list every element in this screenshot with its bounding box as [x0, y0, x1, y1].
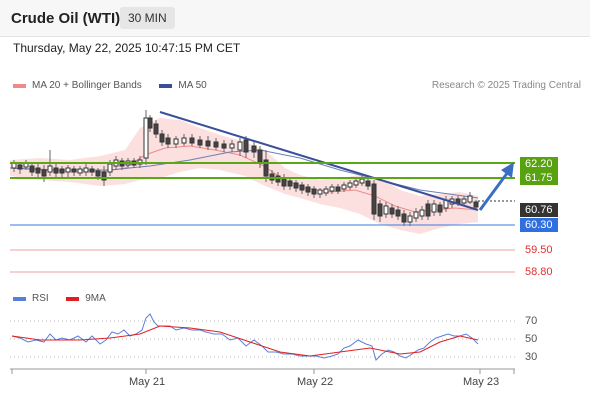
x-label-may23: May 23	[463, 376, 500, 388]
forecast-arrow	[478, 162, 514, 211]
rsi-swatch	[13, 296, 26, 301]
x-label-may21: May 21	[129, 376, 166, 388]
pivot-label: 60.30	[520, 218, 558, 232]
instrument-title: Crude Oil (WTI)	[11, 10, 121, 27]
chart-legend: MA 20 + Bollinger Bands MA 50	[13, 80, 207, 91]
rsi-ma-label: 9MA	[85, 293, 106, 304]
rsi-ma-swatch	[66, 296, 80, 301]
rsi-ma-line	[11, 325, 479, 357]
trend-line[interactable]	[159, 111, 479, 211]
rsi-axis-50: 50	[525, 333, 538, 345]
ma50-label: MA 50	[178, 80, 207, 91]
rsi-axis-30: 30	[525, 351, 538, 363]
ma20-label: MA 20 + Bollinger Bands	[32, 80, 142, 91]
x-label-may22: May 22	[297, 376, 334, 388]
rsi-label: RSI	[32, 293, 49, 304]
rsi-axis-70: 70	[525, 315, 538, 327]
level-r2-label: 61.75	[520, 171, 558, 185]
level-r1-label: 62.20	[520, 157, 558, 171]
ma20-swatch	[13, 83, 26, 88]
level-s2-label: 58.80	[525, 266, 553, 278]
timestamp: Thursday, May 22, 2025 10:47:15 PM CET	[13, 41, 241, 55]
rsi-legend: RSI 9MA	[13, 293, 106, 304]
rsi-line	[11, 313, 479, 361]
chart-header: Crude Oil (WTI) 30 MIN	[0, 0, 590, 37]
ma50-swatch	[159, 83, 173, 88]
bollinger-bands	[10, 118, 478, 234]
timeframe-button[interactable]: 30 MIN	[120, 7, 175, 29]
credit-text: Research © 2025 Trading Central	[431, 80, 581, 91]
level-s1-label: 59.50	[525, 244, 553, 256]
current-price-label: 60.76	[520, 203, 558, 217]
